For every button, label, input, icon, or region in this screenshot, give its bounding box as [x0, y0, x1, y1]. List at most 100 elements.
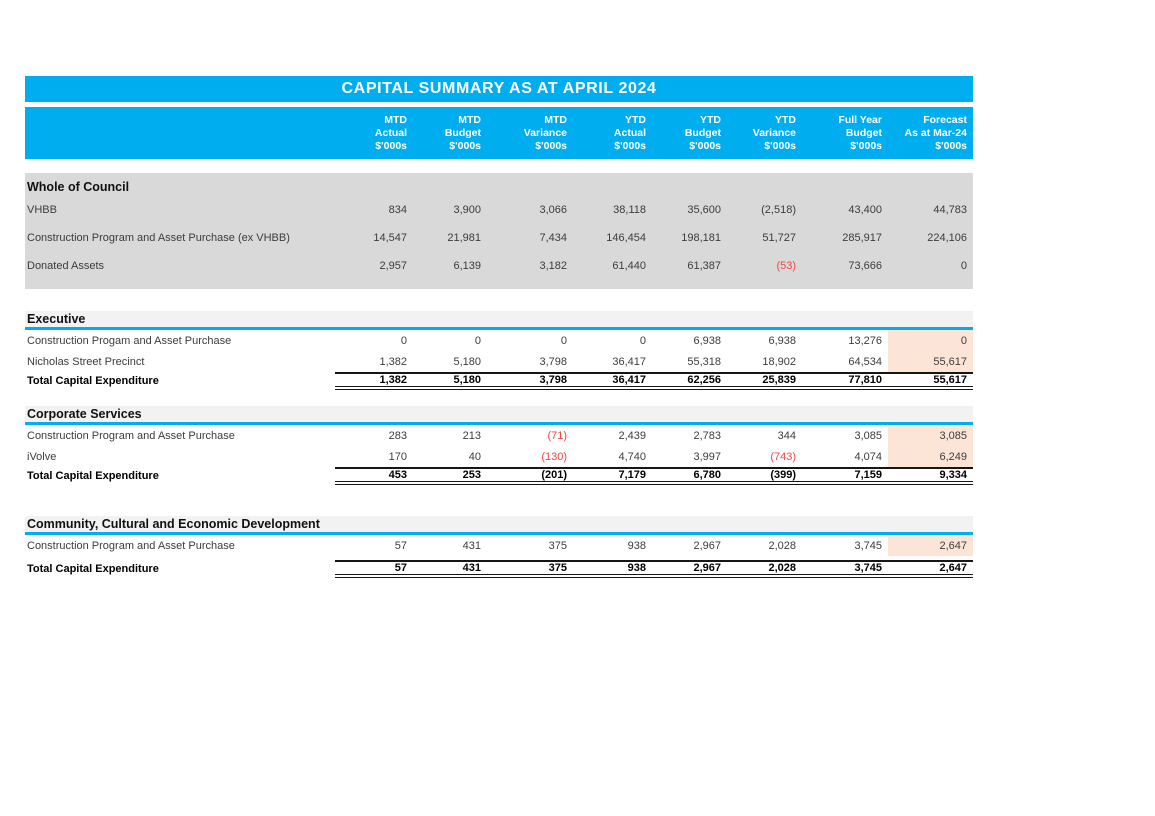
- column-header-line: $'000s: [764, 140, 796, 152]
- value-cell: 253: [413, 467, 487, 485]
- column-header-line: $'000s: [935, 140, 967, 152]
- value-cell: 7,159: [802, 467, 888, 485]
- value-cell: 6,249: [888, 446, 973, 467]
- value-cell: (201): [487, 467, 573, 485]
- value-cell: 2,967: [693, 539, 721, 552]
- value-cell: 73,666: [848, 260, 882, 272]
- value-cell: 3,745: [802, 560, 888, 578]
- value-cell: 431: [413, 560, 487, 578]
- column-header-line: Budget: [684, 127, 721, 139]
- value-cell: 3,798: [487, 372, 573, 390]
- value-cell: (743): [770, 450, 796, 463]
- value-cell: 938: [573, 560, 652, 578]
- column-header: Forecast As at Mar-24 $'000s: [888, 114, 973, 153]
- total-row: Total Capital Expenditure 453 253 (201) 7,17…: [25, 467, 973, 485]
- value-cell: 1,382: [379, 355, 407, 368]
- value-cell: 3,745: [854, 539, 882, 552]
- value-cell: 3,900: [453, 204, 481, 216]
- value-cell: (71): [547, 429, 567, 442]
- table-row: Nicholas Street Precinct 1,382 5,180 3,798 3…: [25, 351, 973, 372]
- column-header-line: YTD: [775, 114, 796, 126]
- report-sections: Whole of Council VHBB 834 3,900 3,066 38,118 3…: [25, 173, 973, 578]
- value-cell: 62,256: [652, 372, 727, 390]
- row-label: VHBB: [27, 204, 57, 216]
- value-cell: 5,180: [413, 372, 487, 390]
- value-cell: 3,085: [854, 429, 882, 442]
- row-label: iVolve: [27, 450, 57, 463]
- value-cell: 170: [388, 450, 407, 463]
- value-cell: 146,454: [606, 232, 646, 244]
- value-cell: 285,917: [842, 232, 882, 244]
- capital-summary-report: CAPITAL SUMMARY AS AT APRIL 2024 MTD Actu…: [25, 76, 973, 578]
- value-cell: 2,957: [379, 260, 407, 272]
- value-cell: 375: [548, 539, 567, 552]
- column-header-line: As at Mar-24: [904, 127, 967, 139]
- value-cell: 14,547: [373, 232, 407, 244]
- column-header-line: Actual: [374, 127, 407, 139]
- section-community: Community, Cultural and Economic Develop…: [25, 516, 973, 578]
- value-cell: 834: [388, 204, 407, 216]
- column-header: MTD Actual $'000s: [335, 114, 413, 153]
- value-cell: 0: [400, 334, 407, 347]
- section-corporate-services: Corporate Services Construction Program a…: [25, 406, 973, 485]
- value-cell: 1,382: [335, 372, 413, 390]
- value-cell: 36,417: [573, 372, 652, 390]
- value-cell: 38,118: [613, 204, 646, 216]
- row-label: Construction Program and Asset Purchase: [27, 429, 235, 442]
- value-cell: 43,400: [848, 204, 882, 216]
- value-cell: 213: [462, 429, 481, 442]
- value-cell: 40: [468, 450, 481, 463]
- value-cell: 2,028: [727, 560, 802, 578]
- value-cell: 6,938: [768, 334, 796, 347]
- value-cell: 283: [388, 429, 407, 442]
- value-cell: (2,518): [761, 204, 796, 216]
- column-header: MTD Variance $'000s: [487, 114, 573, 153]
- value-cell: 44,783: [933, 204, 967, 216]
- value-cell: 61,440: [612, 260, 646, 272]
- value-cell: 938: [627, 539, 646, 552]
- column-header: YTD Budget $'000s: [652, 114, 727, 153]
- value-cell: 55,318: [687, 355, 721, 368]
- column-header-line: Full Year: [838, 114, 882, 126]
- column-header: YTD Actual $'000s: [573, 114, 652, 153]
- value-cell: 6,139: [453, 260, 481, 272]
- value-cell: 2,647: [888, 535, 973, 556]
- table-row: Construction Program and Asset Purchase …: [25, 224, 973, 252]
- value-cell: 198,181: [681, 232, 721, 244]
- column-header-line: Variance: [523, 127, 567, 139]
- value-cell: 13,276: [848, 334, 882, 347]
- value-cell: 2,439: [618, 429, 646, 442]
- value-cell: 4,074: [854, 450, 882, 463]
- value-cell: 35,600: [687, 204, 721, 216]
- value-cell: 375: [487, 560, 573, 578]
- column-header-spacer: [25, 114, 335, 153]
- column-header-line: $'000s: [449, 140, 481, 152]
- column-header-line: MTD: [544, 114, 567, 126]
- value-cell: 2,783: [693, 429, 721, 442]
- section-title: Corporate Services: [25, 406, 973, 425]
- row-label: Construction Program and Asset Purchase …: [27, 232, 290, 244]
- value-cell: 0: [474, 334, 481, 347]
- value-cell: 2,967: [652, 560, 727, 578]
- column-header-line: YTD: [625, 114, 646, 126]
- column-header-line: $'000s: [689, 140, 721, 152]
- column-header: Full Year Budget $'000s: [802, 114, 888, 153]
- row-label: Construction Program and Asset Purchase: [27, 539, 235, 552]
- column-header: YTD Variance $'000s: [727, 114, 802, 153]
- value-cell: 21,981: [447, 232, 481, 244]
- value-cell: 4,740: [618, 450, 646, 463]
- column-header-line: Forecast: [923, 114, 967, 126]
- section-whole-of-council: Whole of Council VHBB 834 3,900 3,066 38,118 3…: [25, 173, 973, 289]
- value-cell: 64,534: [848, 355, 882, 368]
- column-header-line: $'000s: [375, 140, 407, 152]
- value-cell: 3,997: [693, 450, 721, 463]
- value-cell: 224,106: [927, 232, 967, 244]
- table-row: VHBB 834 3,900 3,066 38,118 35,600 (2,518) 43,4…: [25, 196, 973, 224]
- row-label: Total Capital Expenditure: [27, 375, 159, 387]
- value-cell: 2,647: [888, 560, 973, 578]
- value-cell: (399): [727, 467, 802, 485]
- column-header-line: $'000s: [614, 140, 646, 152]
- row-label: Total Capital Expenditure: [27, 563, 159, 575]
- total-row: Total Capital Expenditure 1,382 5,180 3,798…: [25, 372, 973, 390]
- section-title: Community, Cultural and Economic Develop…: [25, 516, 973, 535]
